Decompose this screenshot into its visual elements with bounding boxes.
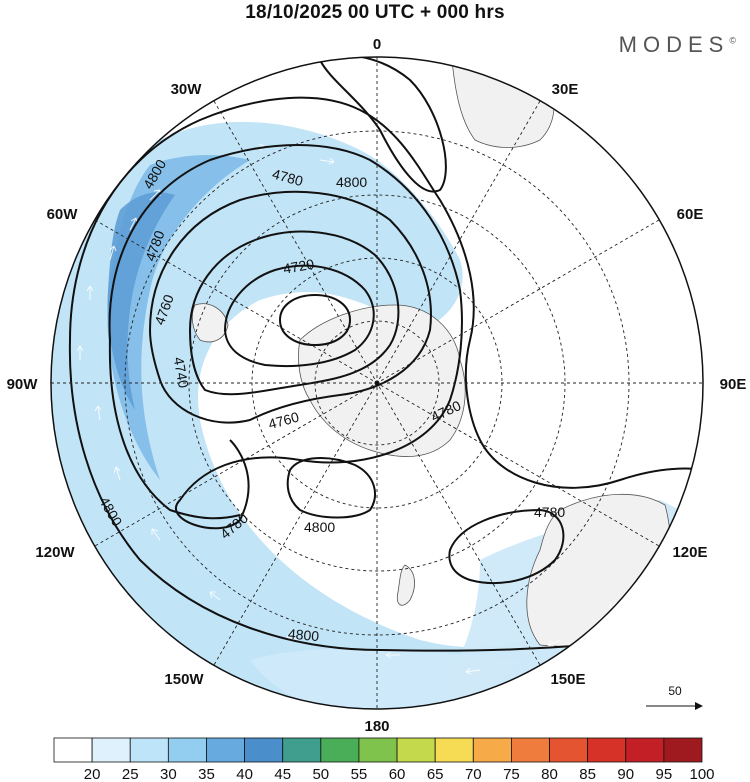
contour-4760 xyxy=(148,190,432,424)
contour-label: 4800 xyxy=(336,174,367,190)
colorbar-swatch xyxy=(396,737,436,763)
contour-label: 4740 xyxy=(171,356,192,390)
brand-name: MODES xyxy=(618,32,730,57)
colorbar-tick-label: 30 xyxy=(160,766,177,782)
colorbar-tick-label: 45 xyxy=(274,766,291,782)
colorbar-swatch xyxy=(472,737,512,763)
lon-label-30e: 30E xyxy=(552,81,579,98)
lon-label-180: 180 xyxy=(364,718,389,735)
colorbar-tick-label: 65 xyxy=(427,766,444,782)
colorbar-swatch xyxy=(511,737,550,763)
wind-shading-south xyxy=(250,648,520,709)
colorbar-tick-label: 70 xyxy=(465,766,482,782)
contour-outer xyxy=(69,96,703,489)
antarctica-land xyxy=(298,304,466,457)
wind-shading-outer xyxy=(51,100,703,709)
colorbar-tick-label: 90 xyxy=(617,766,634,782)
colorbar-tick-label: 55 xyxy=(351,766,368,782)
colorbar-swatch xyxy=(549,737,589,763)
colorbar-swatch xyxy=(320,737,360,763)
colorbar-swatch xyxy=(663,737,703,763)
contour-label: 4720 xyxy=(282,256,316,277)
colorbar-swatch xyxy=(206,737,245,763)
lon-label-150e: 150E xyxy=(550,671,585,688)
brand-mark: © xyxy=(729,35,736,46)
reference-vector-label: 50 xyxy=(668,684,682,698)
wind-vectors xyxy=(76,143,621,675)
contour-4780-west xyxy=(108,339,241,520)
lon-label-120w: 120W xyxy=(35,544,75,561)
contour-label: 4780 xyxy=(271,166,305,190)
south-america-land xyxy=(191,303,229,343)
map-disc-content: 4800 4800 4780 4780 4720 4760 4740 4760 … xyxy=(51,57,703,709)
longitude-labels: 0 30E 60E 90E 120E 150E 180 150W 120W 90… xyxy=(7,36,747,735)
map-border xyxy=(50,56,704,710)
colorbar-tick-label: 20 xyxy=(84,766,101,782)
map-title: 18/10/2025 00 UTC + 000 hrs xyxy=(245,2,505,23)
colorbar-swatch xyxy=(91,737,131,763)
south-pole-marker xyxy=(374,380,380,386)
colorbar-tick-label: 40 xyxy=(236,766,253,782)
new-zealand-land xyxy=(396,564,415,606)
contour-ne-4780 xyxy=(448,508,565,584)
colorbar-swatch xyxy=(587,737,627,763)
colorbar-tick-label: 35 xyxy=(198,766,215,782)
colorbar-tick-label: 50 xyxy=(312,766,329,782)
lon-label-150w: 150W xyxy=(164,671,204,688)
colorbar-tick-label: 25 xyxy=(122,766,139,782)
lon-label-0: 0 xyxy=(373,36,381,53)
contour-4740 xyxy=(188,230,400,396)
contour-label: 4780 xyxy=(534,504,565,520)
contour-label: 4760 xyxy=(267,409,301,433)
colorbar-swatch xyxy=(625,737,665,763)
reference-vector: 50 xyxy=(646,684,703,710)
lon-label-90w: 90W xyxy=(7,376,39,393)
colorbar-swatch xyxy=(434,737,474,763)
colorbar-swatch xyxy=(244,737,284,763)
lon-label-60e: 60E xyxy=(677,206,704,223)
lon-label-60w: 60W xyxy=(47,206,79,223)
colorbar-swatch xyxy=(53,737,93,763)
lon-label-120e: 120E xyxy=(672,544,707,561)
brand-logo: MODES© xyxy=(619,32,736,58)
colorbar-swatch xyxy=(129,737,169,763)
colorbar-tick-label: 60 xyxy=(389,766,406,782)
colorbar-tick-label: 80 xyxy=(541,766,558,782)
colorbar-swatch xyxy=(282,737,322,763)
colorbar-tick-label: 75 xyxy=(503,766,520,782)
colorbar-swatch xyxy=(358,737,398,763)
colorbar: 20 25 30 35 40 45 50 55 60 65 70 75 80 85 90 95 100 xyxy=(53,737,715,782)
contour-label: 4800 xyxy=(304,519,335,535)
contour-low-4800 xyxy=(286,457,376,519)
colorbar-tick-label: 95 xyxy=(656,766,673,782)
colorbar-tick-label: 85 xyxy=(579,766,596,782)
colorbar-swatch xyxy=(167,737,207,763)
contour-4720-outer xyxy=(223,264,375,368)
contour-label: 4800 xyxy=(287,626,320,645)
lon-label-90e: 90E xyxy=(720,376,747,393)
colorbar-tick-label: 100 xyxy=(689,766,714,782)
contour-4720-inner xyxy=(278,293,352,347)
lon-label-30w: 30W xyxy=(171,81,203,98)
contour-loop-north xyxy=(318,57,447,193)
